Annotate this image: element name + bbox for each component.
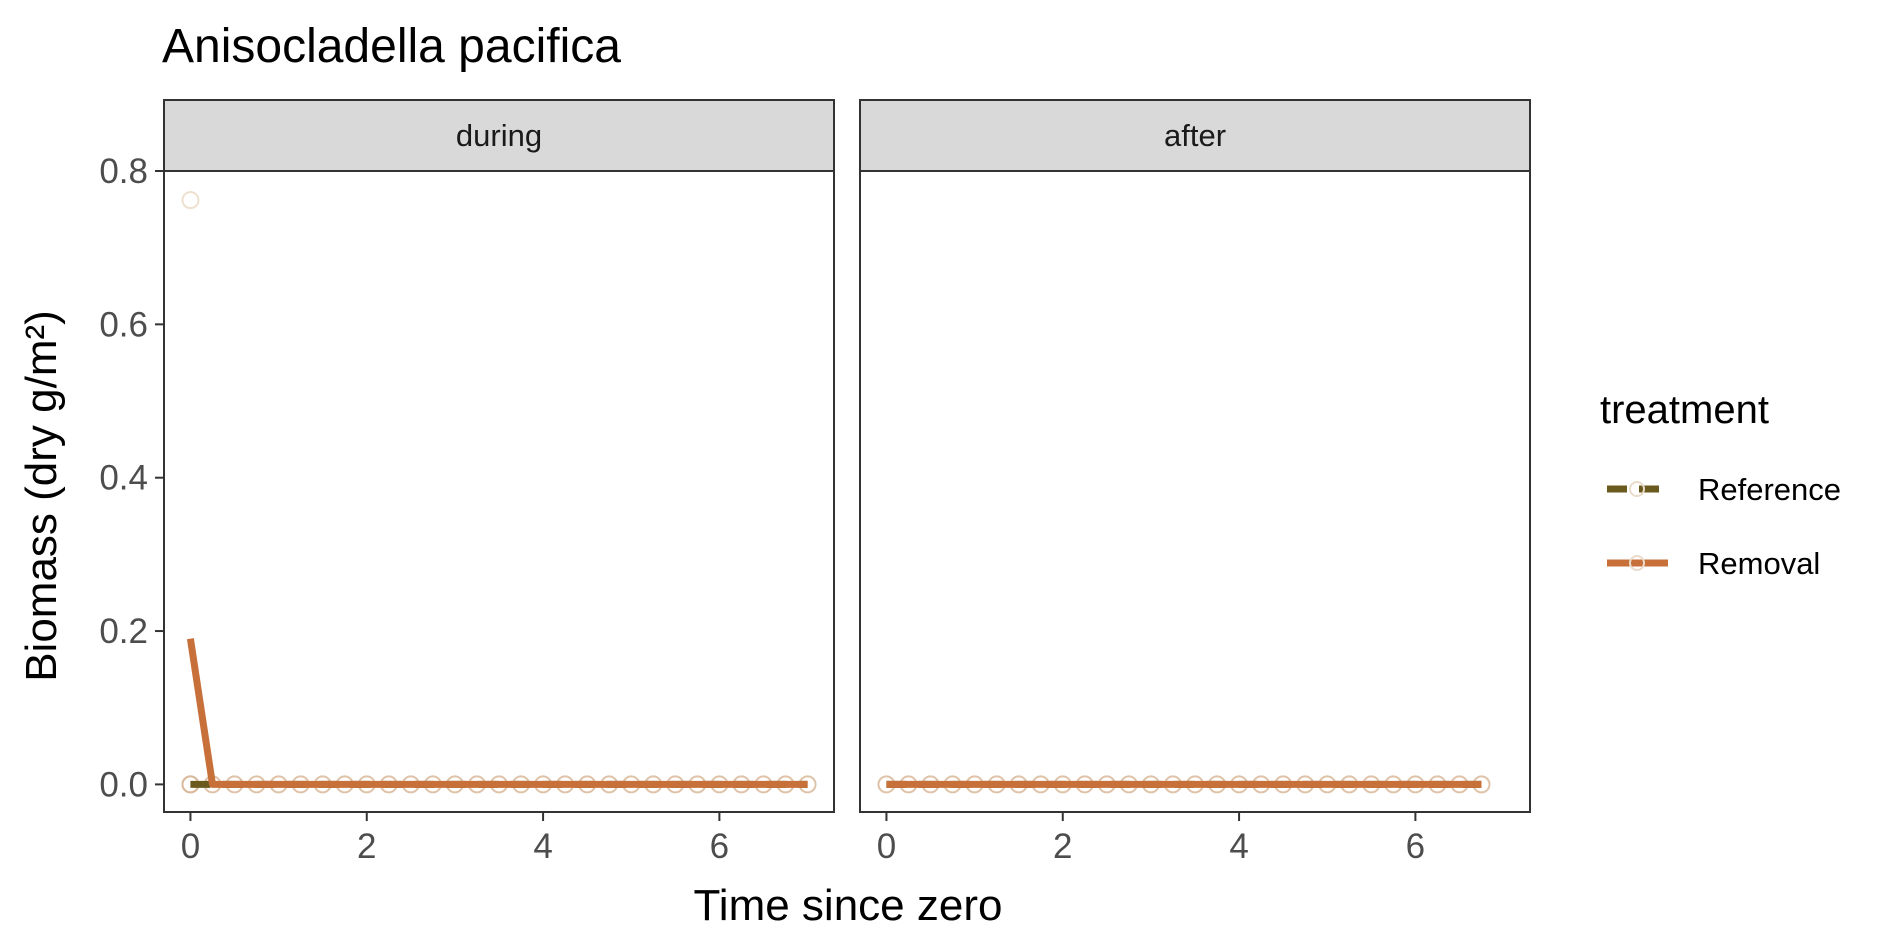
y-axis: 0.0 0.2 0.4 0.6 0.8 [99,152,164,804]
legend: treatment Reference Removal [1600,388,1841,581]
panel-background [860,171,1530,812]
panel-after: after 0 2 4 6 [859,99,1531,866]
legend-item-reference: Reference [1607,472,1841,507]
facet-panels: during 0 2 4 6 after 0 2 4 6 [163,99,1531,866]
series-line-removal [186,638,808,788]
panel-during: during 0 2 4 6 [163,99,835,866]
legend-key-point [1629,481,1645,497]
y-tick-label: 0.8 [99,152,148,191]
x-axis-title: Time since zero [694,881,1003,930]
y-tick-label: 0.4 [99,459,148,498]
x-tick-label: 0 [181,827,200,866]
x-tick-label: 4 [1229,827,1248,866]
chart-title: Anisocladella pacifica [162,20,621,73]
x-tick-label: 0 [877,827,896,866]
x-tick-label: 6 [1406,827,1425,866]
panel-border [163,170,835,813]
x-tick-label: 2 [1053,827,1072,866]
strip-background [163,99,835,172]
x-tick-label: 6 [710,827,729,866]
y-tick-label: 0.2 [99,612,148,651]
panel-background [164,171,834,812]
strip-label: after [1164,118,1226,153]
x-tick-label: 4 [533,827,552,866]
y-tick-label: 0.6 [99,305,148,344]
legend-label: Reference [1698,472,1841,507]
data-point [181,191,200,210]
y-tick-label: 0.0 [99,765,148,804]
strip-background [859,99,1531,172]
panel-border [859,170,1531,813]
x-tick-label: 2 [357,827,376,866]
strip-label: during [456,118,542,153]
legend-item-removal: Removal [1607,546,1820,581]
legend-label: Removal [1698,546,1820,581]
legend-key-point [1629,555,1645,571]
y-axis-title: Biomass (dry g/m²) [17,310,66,682]
legend-title: treatment [1600,388,1769,432]
